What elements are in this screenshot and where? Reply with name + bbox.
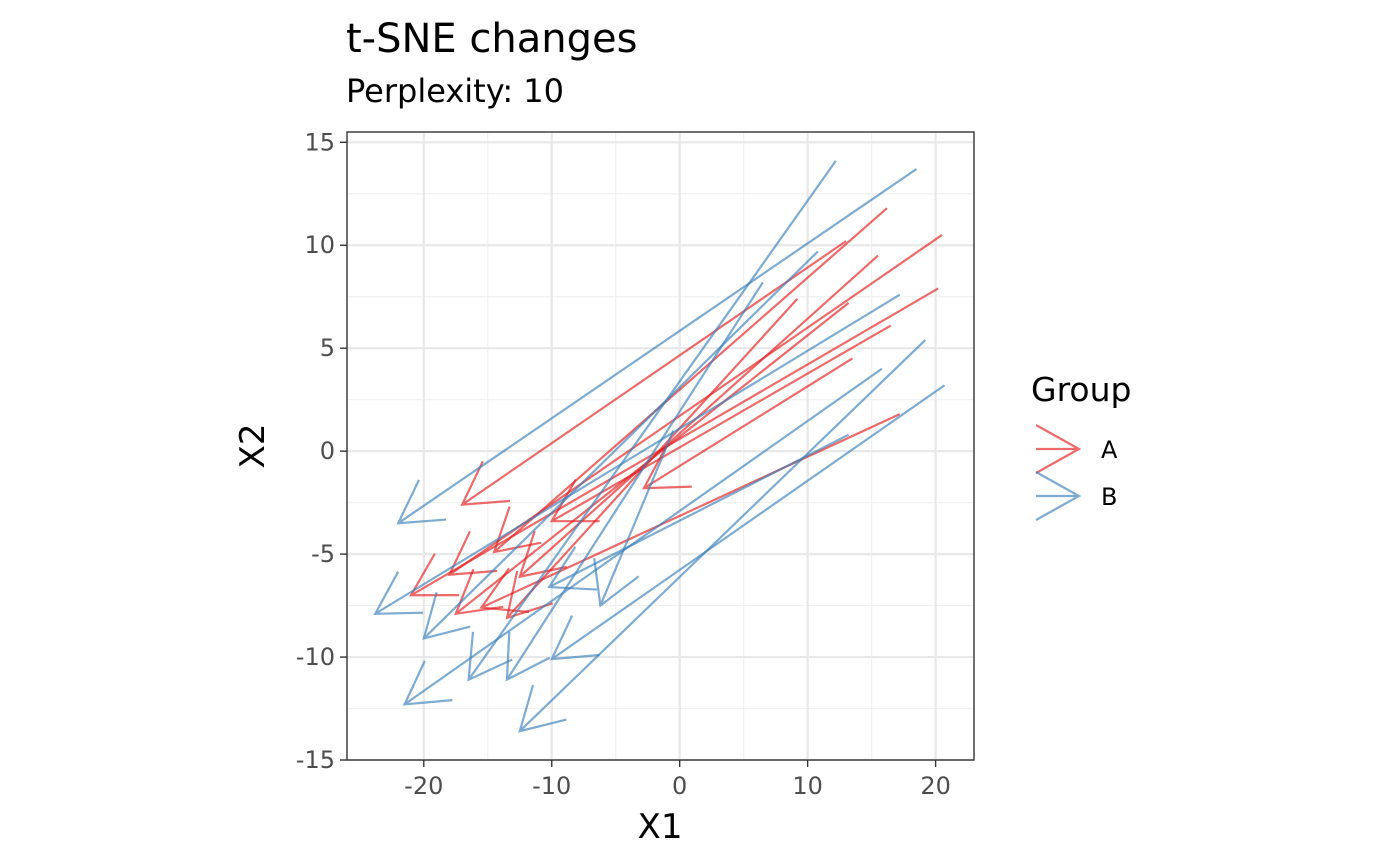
arrow-a-2 <box>492 207 888 554</box>
y-tick-label: -15 <box>296 746 335 774</box>
x-tick-label: 20 <box>920 772 951 800</box>
plot-border <box>346 131 975 761</box>
x-tick-label: -20 <box>404 772 443 800</box>
y-tick-label: 0 <box>320 437 335 465</box>
x-tick-label: 10 <box>792 772 823 800</box>
arrow-b-7 <box>402 367 883 706</box>
y-tick-label: 15 <box>304 128 335 156</box>
data-layer <box>373 160 946 733</box>
y-tick-label: 5 <box>320 334 335 362</box>
y-axis-title: X2 <box>233 424 273 469</box>
chart-title: t-SNE changes <box>346 16 637 62</box>
y-tick-label: 10 <box>304 231 335 259</box>
x-axis-title: X1 <box>638 807 683 847</box>
y-tick-label: -5 <box>311 540 335 568</box>
arrow-b-4 <box>505 281 764 682</box>
arrow-b-6 <box>518 339 927 733</box>
arrow-b-1 <box>396 168 918 525</box>
legend-label-a: A <box>1101 436 1118 464</box>
arrow-b-5 <box>373 293 901 615</box>
arrow-a-9 <box>641 357 854 490</box>
arrow-a-8 <box>549 324 892 523</box>
legend: Group A B <box>1031 370 1131 521</box>
arrow-b-8 <box>549 384 946 661</box>
arrow-b-10 <box>593 430 675 608</box>
x-tick-label: -10 <box>532 772 571 800</box>
legend-key-a <box>1035 424 1082 474</box>
arrow-b-9 <box>547 433 850 591</box>
y-tick-label: -10 <box>296 643 335 671</box>
y-axis: -15 -10 -5 0 5 10 15 <box>296 128 347 774</box>
arrow-b-3 <box>422 250 819 641</box>
x-axis: -20 -10 0 10 20 <box>404 760 951 800</box>
arrow-a-10 <box>479 413 901 614</box>
grid <box>347 132 974 762</box>
x-tick-label: 0 <box>672 772 687 800</box>
legend-key-b <box>1035 471 1082 521</box>
legend-title: Group <box>1031 370 1131 409</box>
arrow-b-2 <box>467 160 837 682</box>
legend-label-b: B <box>1101 483 1117 511</box>
arrow-a-1 <box>460 240 847 506</box>
legend-keys <box>1035 424 1082 521</box>
plot-panel <box>347 132 974 760</box>
chart-subtitle: Perplexity: 10 <box>346 72 564 110</box>
